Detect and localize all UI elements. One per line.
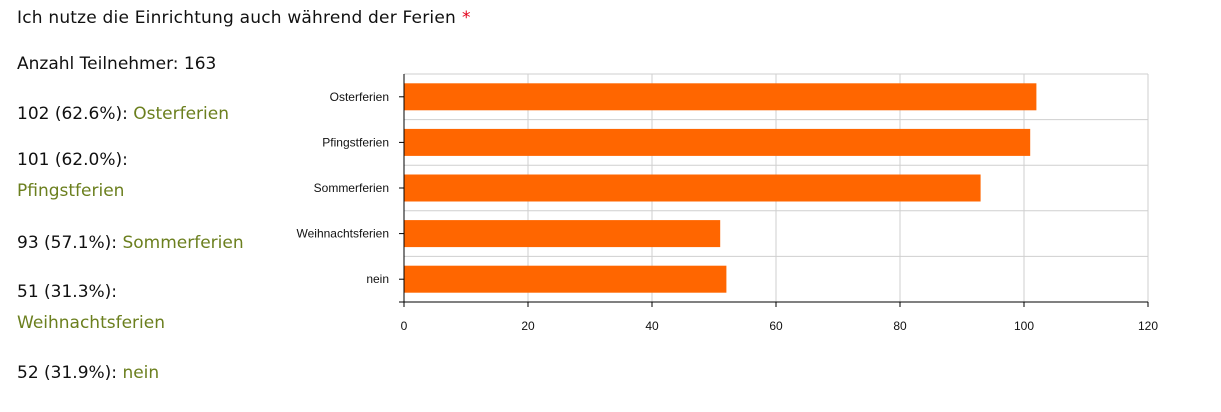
y-tick-label: Weihnachtsferien — [297, 227, 390, 241]
bar — [404, 174, 981, 202]
y-tick-label: Sommerferien — [314, 181, 389, 195]
bar — [404, 83, 1037, 111]
result-label: Sommerferien — [122, 233, 244, 253]
result-item: 102 (62.6%): Osterferien — [17, 99, 277, 130]
required-marker: * — [461, 8, 471, 28]
result-label: Pfingstferien — [17, 181, 125, 201]
participant-count-label: Anzahl Teilnehmer: — [17, 54, 179, 74]
result-count: 101 (62.0%): — [17, 150, 128, 170]
bar — [404, 265, 727, 293]
x-tick-label: 80 — [893, 319, 907, 333]
x-tick-label: 100 — [1014, 319, 1034, 333]
x-tick-label: 0 — [401, 319, 408, 333]
result-item: 52 (31.9%): nein — [17, 358, 277, 389]
result-count: 51 (31.3%): — [17, 282, 118, 302]
result-label: Osterferien — [133, 104, 230, 124]
y-tick-label: Osterferien — [330, 90, 389, 104]
x-tick-label: 120 — [1138, 319, 1158, 333]
question-title: Ich nutze die Einrichtung auch während d… — [17, 8, 471, 28]
result-count: 93 (57.1%): — [17, 233, 118, 253]
result-count: 52 (31.9%): — [17, 363, 118, 383]
result-label: Weihnachtsferien — [17, 313, 165, 333]
result-count: 102 (62.6%): — [17, 104, 128, 124]
result-item: 51 (31.3%): Weihnachtsferien — [17, 277, 217, 339]
question-text: Ich nutze die Einrichtung auch während d… — [17, 8, 456, 28]
bar — [404, 128, 1031, 156]
participant-count-value: 163 — [183, 54, 217, 74]
result-item: 101 (62.0%): Pfingstferien — [17, 145, 217, 207]
participant-count: Anzahl Teilnehmer: 163 — [17, 54, 216, 74]
result-label: nein — [122, 363, 160, 383]
x-tick-label: 20 — [521, 319, 535, 333]
x-tick-label: 60 — [769, 319, 783, 333]
result-item: 93 (57.1%): Sommerferien — [17, 228, 277, 259]
bar — [404, 220, 721, 248]
y-tick-label: Pfingstferien — [322, 135, 389, 149]
x-tick-label: 40 — [645, 319, 659, 333]
y-tick-label: nein — [366, 272, 389, 286]
